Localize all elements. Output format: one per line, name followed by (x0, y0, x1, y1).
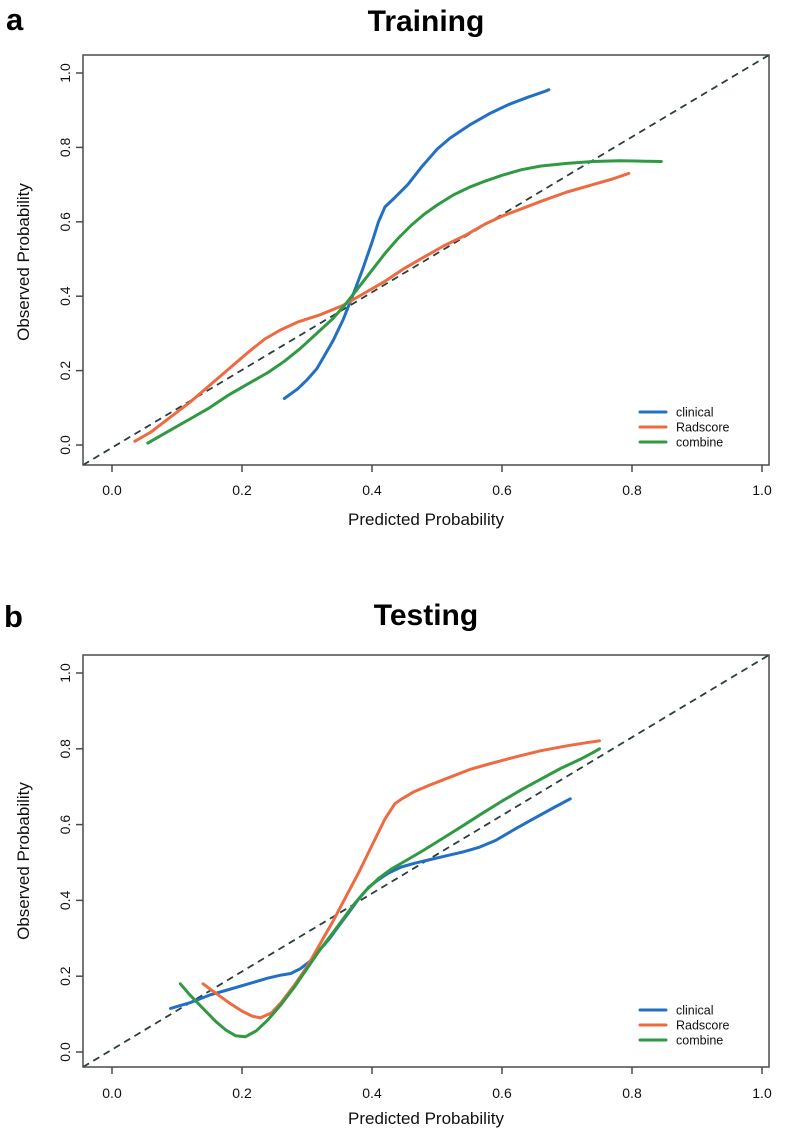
series-clinical-line (169, 797, 572, 1010)
y-axis-tick-label: 0.0 (57, 435, 73, 455)
training-legend: clinical Radscore combine (638, 406, 730, 450)
y-axis-tick-label: 0.4 (57, 286, 73, 306)
y-axis-tick-label: 0.8 (57, 137, 73, 157)
training-title: Training (368, 5, 485, 38)
plot-border (82, 654, 770, 1068)
x-axis-tick-label: 0.8 (622, 482, 642, 498)
testing-x-axis-title: Predicted Probability (348, 1109, 504, 1128)
panel-label-a: a (6, 2, 24, 37)
testing-legend: clinical Radscore combine (638, 1004, 730, 1048)
plot-border (82, 54, 770, 466)
x-axis-tick-label: 1.0 (752, 482, 772, 498)
y-axis-tick-label: 0.0 (57, 1042, 73, 1062)
testing-y-axis-title: Observed Probability (14, 782, 33, 940)
y-axis-tick-label: 0.4 (57, 890, 73, 910)
training-plot-area: 0.0 0.2 0.4 0.6 0.8 1.0 0.0 0.2 0.4 0.6 0.8 1.0 (57, 54, 772, 498)
combine-legend-label: combine (676, 1034, 723, 1048)
x-axis-tick-label: 1.0 (752, 1085, 772, 1101)
x-axis-tick-label: 0.2 (232, 482, 252, 498)
testing-panel: b Testing 0.0 0.2 0.4 0.6 0.8 1.0 0.0 0.2 0.4 0.6… (4, 599, 772, 1128)
clinical-legend-label: clinical (676, 1004, 714, 1018)
combine-legend-label: combine (676, 436, 723, 450)
x-axis-tick-label: 0.4 (362, 1085, 382, 1101)
series-combine-line (146, 159, 663, 445)
y-axis-tick-label: 0.2 (57, 361, 73, 381)
x-axis-tick-label: 0.0 (102, 482, 122, 498)
x-axis-tick-label: 0.6 (492, 1085, 512, 1101)
testing-plot-area: 0.0 0.2 0.4 0.6 0.8 1.0 0.0 0.2 0.4 0.6 0.8 1.0 (57, 654, 772, 1101)
series-combine-line (178, 747, 601, 1039)
testing-title: Testing (374, 599, 478, 632)
x-axis-tick-label: 0.8 (622, 1085, 642, 1101)
x-axis-tick-label: 0.2 (232, 1085, 252, 1101)
x-axis-tick-label: 0.0 (102, 1085, 122, 1101)
series-Radscore-line (201, 739, 601, 1020)
training-y-axis-title: Observed Probability (14, 183, 33, 341)
series-Radscore-line (133, 171, 631, 443)
training-panel: a Training 0.0 0.2 0.4 0.6 0.8 1.00.00.20.40.… (6, 2, 772, 529)
x-axis-tick-label: 0.6 (492, 482, 512, 498)
y-axis-tick-label: 1.0 (57, 663, 73, 683)
y-axis-tick-label: 0.2 (57, 966, 73, 986)
x-axis-tick-label: 0.4 (362, 482, 382, 498)
y-axis-tick-label: 0.8 (57, 739, 73, 759)
radscore-legend-label: Radscore (676, 421, 730, 435)
panel-label-b: b (4, 599, 23, 634)
y-axis-tick-label: 0.6 (57, 212, 73, 232)
training-x-axis-title: Predicted Probability (348, 510, 504, 529)
y-axis-tick-label: 0.6 (57, 815, 73, 835)
y-axis-tick-label: 1.0 (57, 63, 73, 83)
radscore-legend-label: Radscore (676, 1019, 730, 1033)
clinical-legend-label: clinical (676, 406, 714, 420)
series-clinical-line (282, 88, 551, 400)
